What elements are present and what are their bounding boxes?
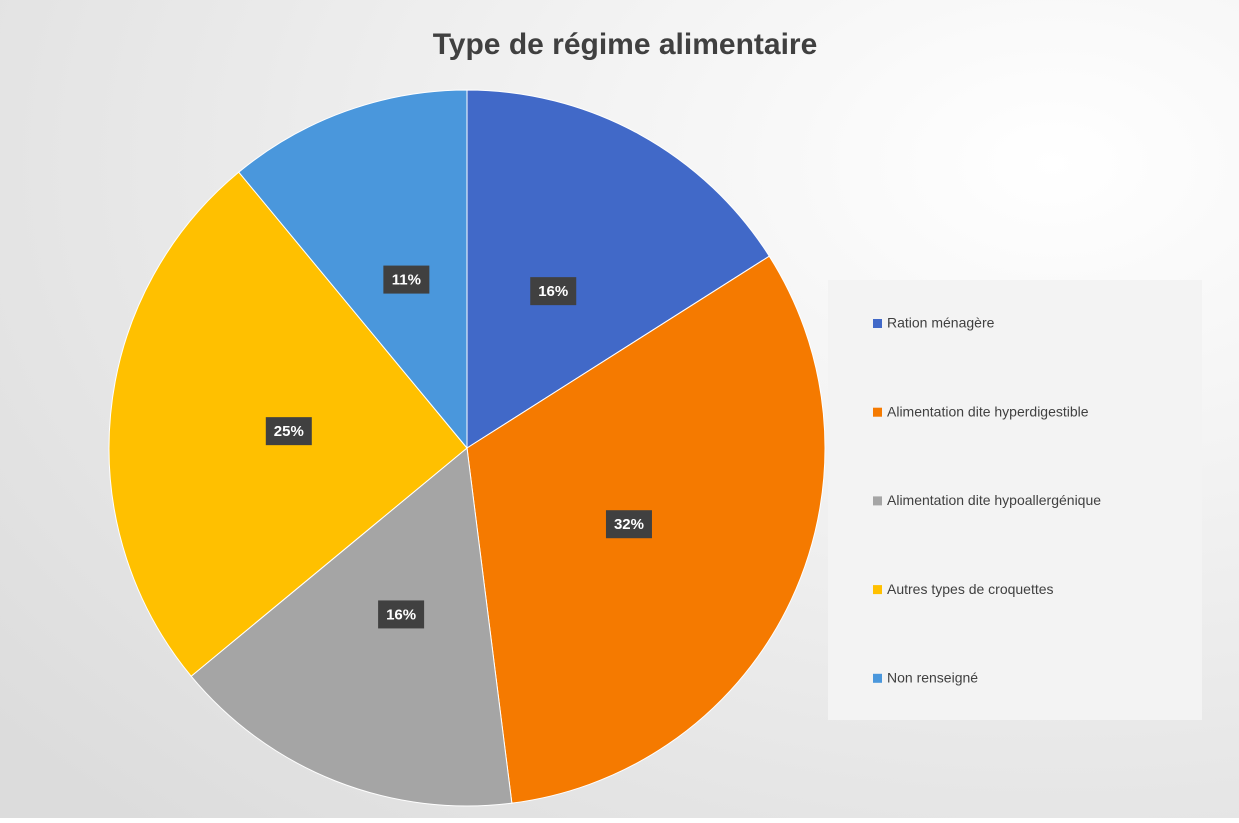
legend-label: Non renseigné bbox=[887, 670, 978, 686]
data-label-box bbox=[265, 417, 312, 446]
pie-slice bbox=[238, 89, 468, 450]
pie-slice bbox=[190, 447, 513, 807]
legend-label: Alimentation dite hyperdigestible bbox=[887, 403, 1089, 419]
legend-swatch bbox=[873, 585, 882, 595]
legend-swatch bbox=[873, 496, 882, 506]
data-label-box bbox=[530, 277, 577, 306]
data-label: 16% bbox=[386, 606, 416, 623]
data-label-box bbox=[383, 265, 430, 294]
data-label-box bbox=[378, 600, 425, 629]
data-label: 16% bbox=[538, 283, 568, 300]
legend-label: Ration ménagère bbox=[887, 315, 995, 331]
legend-box bbox=[828, 280, 1202, 720]
legend-label: Autres types de croquettes bbox=[887, 581, 1054, 597]
chart-title: Type de régime alimentaire bbox=[433, 28, 818, 61]
legend-swatch bbox=[873, 319, 882, 328]
data-label: 25% bbox=[274, 423, 304, 440]
legend-label: Alimentation dite hypoallergénique bbox=[887, 492, 1101, 508]
data-label: 32% bbox=[614, 516, 644, 533]
legend-swatch bbox=[873, 407, 882, 417]
data-label-box bbox=[605, 510, 652, 539]
data-label: 11% bbox=[392, 272, 421, 289]
legend-swatch bbox=[873, 673, 882, 683]
pie-slice bbox=[466, 89, 770, 449]
